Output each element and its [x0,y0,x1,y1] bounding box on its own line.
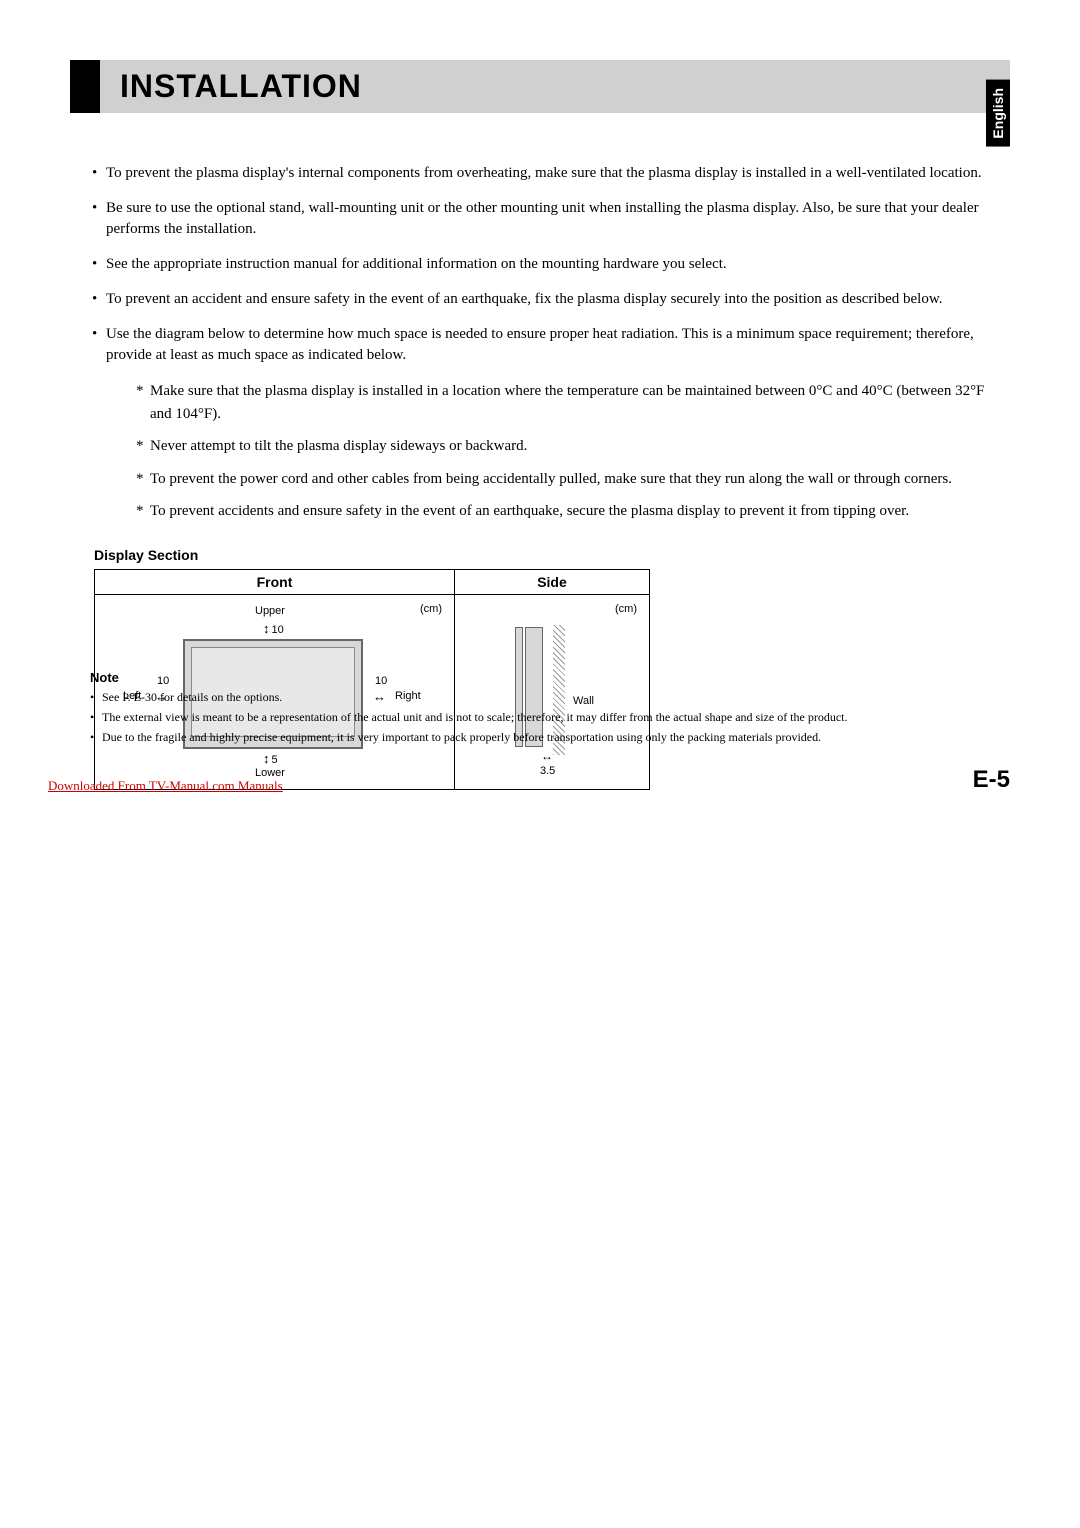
sub-bullet-item: Never attempt to tilt the plasma display… [136,435,1000,458]
side-unit: (cm) [615,603,637,615]
note-list: See P. E-30 for details on the options. … [90,689,1010,746]
bullet-item: To prevent an accident and ensure safety… [92,289,1000,310]
page-title: INSTALLATION [100,60,1010,113]
note-item: Due to the fragile and highly precise eq… [90,729,1010,745]
note-heading: Note [90,670,1010,685]
gap-arrow-icon: ↔ [541,749,553,763]
sub-bullet-item: To prevent the power cord and other cabl… [136,468,1000,491]
bullet-item: Be sure to use the optional stand, wall-… [92,198,1000,240]
title-bar: INSTALLATION [70,60,1010,113]
title-block-accent [70,60,100,113]
bullet-text: Use the diagram below to determine how m… [106,326,974,363]
sub-bullet-item: Make sure that the plasma display is ins… [136,380,1000,425]
upper-value: 10 [263,621,284,636]
page-number: E-5 [973,766,1010,794]
bullet-item: See the appropriate instruction manual f… [92,254,1000,275]
front-unit: (cm) [420,603,442,615]
installation-bullets: To prevent the plasma display's internal… [80,163,1000,523]
page-footer: Downloaded From TV-Manual.com Manuals E-… [48,766,1010,794]
download-link[interactable]: Downloaded From TV-Manual.com Manuals [48,778,283,794]
bullet-item: To prevent the plasma display's internal… [92,163,1000,184]
note-item: The external view is meant to be a repre… [90,709,1010,725]
display-section-heading: Display Section [94,547,1000,563]
sub-bullet-item: To prevent accidents and ensure safety i… [136,500,1000,523]
side-header: Side [455,569,650,594]
front-header: Front [95,569,455,594]
bullet-item: Use the diagram below to determine how m… [92,324,1000,523]
lower-value: 5 [263,751,278,766]
note-item: See P. E-30 for details on the options. [90,689,1010,705]
installation-sub-bullets: Make sure that the plasma display is ins… [106,380,1000,523]
language-tab: English [986,80,1010,147]
note-section: Note See P. E-30 for details on the opti… [90,670,1010,750]
upper-label: Upper [255,605,285,617]
